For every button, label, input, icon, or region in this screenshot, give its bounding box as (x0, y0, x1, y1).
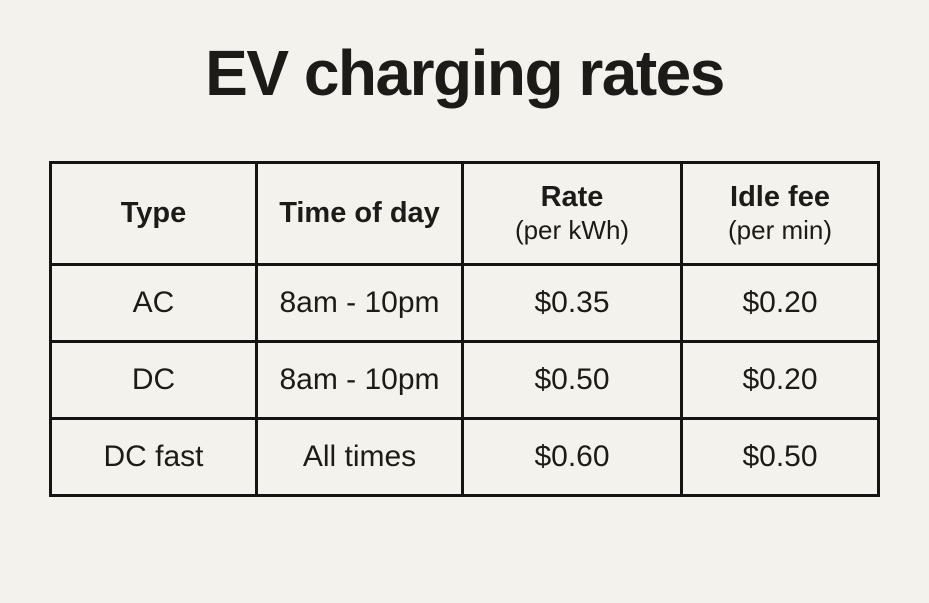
col-header-rate-label: Rate (540, 180, 604, 213)
col-header-idle-fee-label: Idle fee (730, 180, 830, 213)
table-row-dc: DC 8am - 10pm $0.50 $0.20 (49, 339, 880, 420)
cell-ac-type: AC (49, 262, 258, 343)
cell-ac-rate: $0.35 (461, 262, 683, 343)
cell-dc-fast-rate: $0.60 (461, 416, 683, 497)
col-header-time-of-day: Time of day (255, 160, 464, 266)
cell-dc-fast-time: All times (255, 416, 464, 497)
col-header-type: Type (49, 160, 258, 266)
cell-dc-type: DC (49, 339, 258, 420)
col-header-idle-fee: Idle fee (per min) (680, 160, 880, 266)
cell-dc-fast-type: DC fast (49, 416, 258, 497)
cell-dc-rate: $0.50 (461, 339, 683, 420)
col-header-rate-sublabel: (per kWh) (514, 214, 630, 245)
col-header-rate: Rate (per kWh) (461, 160, 683, 266)
col-header-type-label: Type (120, 196, 187, 229)
cell-ac-idle-fee: $0.20 (680, 262, 880, 343)
col-header-time-of-day-label: Time of day (279, 196, 440, 229)
cell-ac-time: 8am - 10pm (255, 262, 464, 343)
header-row: Type Time of day Rate (per kWh) Idle fee… (49, 160, 880, 266)
col-header-idle-fee-sublabel: (per min) (727, 214, 832, 245)
table-row-dc-fast: DC fast All times $0.60 $0.50 (49, 416, 880, 497)
cell-dc-fast-idle-fee: $0.50 (680, 416, 880, 497)
page-title: EV charging rates (205, 37, 725, 109)
cell-dc-time: 8am - 10pm (255, 339, 464, 420)
table-row-ac: AC 8am - 10pm $0.35 $0.20 (49, 262, 880, 343)
rates-table: Type Time of day Rate (per kWh) Idle fee… (49, 160, 880, 497)
cell-dc-idle-fee: $0.20 (680, 339, 880, 420)
